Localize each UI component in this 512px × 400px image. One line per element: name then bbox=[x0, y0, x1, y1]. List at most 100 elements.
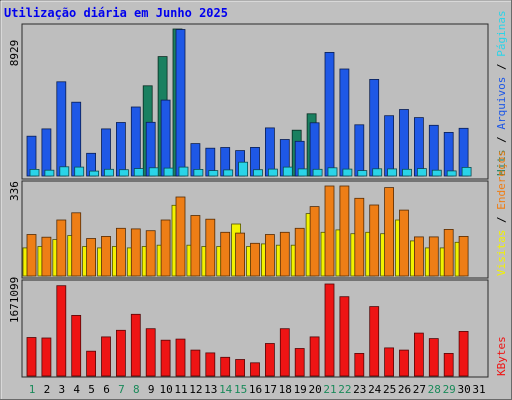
visits-bar-endereos-day-13 bbox=[205, 218, 216, 277]
x-tick-label-day-11: 11 bbox=[174, 383, 187, 396]
visits-bar-endereos-day-22 bbox=[339, 185, 350, 277]
traffic-bar-pginas-day-29 bbox=[446, 170, 457, 177]
traffic-bar-pginas-day-16 bbox=[253, 169, 263, 177]
visits-bar-endereos-day-19 bbox=[294, 227, 305, 277]
x-tick-label-day-24: 24 bbox=[368, 383, 382, 396]
traffic-bar-pginas-day-18 bbox=[282, 166, 293, 177]
x-tick-label-day-31: 31 bbox=[472, 383, 485, 396]
visits-legend: Visitas / Endereços bbox=[495, 150, 508, 276]
x-tick-label-day-14: 14 bbox=[219, 383, 233, 396]
traffic-bar-pginas-day-26 bbox=[402, 168, 412, 177]
visits-bar-endereos-day-20 bbox=[309, 206, 320, 277]
visits-bar-endereos-day-2 bbox=[41, 236, 52, 277]
traffic-bar-arquivos-day-24 bbox=[369, 79, 380, 177]
traffic-bar-pginas-day-14 bbox=[223, 169, 234, 177]
bytes-bar-kbytes-day-15 bbox=[235, 359, 246, 377]
traffic-bar-pginas-day-20 bbox=[312, 168, 323, 177]
bytes-bar-kbytes-day-14 bbox=[220, 356, 231, 377]
visits-bar-endereos-day-27 bbox=[413, 236, 424, 277]
traffic-bar-pginas-day-2 bbox=[44, 169, 55, 177]
x-tick-label-day-8: 8 bbox=[133, 383, 140, 396]
traffic-bar-pginas-day-23 bbox=[357, 170, 368, 177]
traffic-bar-arquivos-day-20 bbox=[309, 122, 320, 177]
x-tick-label-day-12: 12 bbox=[189, 383, 202, 396]
x-tick-label-day-3: 3 bbox=[58, 383, 65, 396]
legend-enderecos: Endereços bbox=[495, 150, 508, 210]
visits-bar-endereos-day-21 bbox=[324, 185, 335, 277]
bytes-bar-kbytes-day-26 bbox=[399, 349, 409, 377]
x-tick-label-day-30: 30 bbox=[457, 383, 470, 396]
x-tick-label-day-5: 5 bbox=[88, 383, 95, 396]
bytes-bar-kbytes-day-8 bbox=[130, 313, 141, 377]
bytes-bar-kbytes-day-9 bbox=[145, 328, 156, 377]
traffic-bar-pginas-day-30 bbox=[461, 166, 472, 177]
bytes-bar-kbytes-day-27 bbox=[413, 332, 424, 377]
traffic-bar-pginas-day-6 bbox=[104, 168, 114, 177]
x-tick-label-day-28: 28 bbox=[428, 383, 441, 396]
visits-bar-endereos-day-24 bbox=[369, 204, 380, 277]
visits-bar-endereos-day-7 bbox=[116, 227, 126, 277]
visits-ymax-label: 336 bbox=[8, 181, 21, 201]
x-tick-label-day-27: 27 bbox=[413, 383, 426, 396]
traffic-bar-arquivos-day-10 bbox=[160, 99, 171, 177]
visits-bar-endereos-day-11 bbox=[175, 196, 186, 277]
visits-bar-endereos-day-1 bbox=[26, 234, 37, 277]
traffic-bar-arquivos-day-21 bbox=[324, 52, 335, 177]
traffic-legend: Hits / Arquivos / Páginas bbox=[495, 10, 508, 176]
x-tick-label-day-23: 23 bbox=[353, 383, 366, 396]
visits-bar-endereos-day-30 bbox=[458, 235, 469, 277]
bytes-bar-kbytes-day-21 bbox=[324, 283, 335, 377]
x-tick-label-day-15: 15 bbox=[234, 383, 247, 396]
visits-bar-endereos-day-28 bbox=[428, 236, 439, 277]
traffic-bar-pginas-day-3 bbox=[59, 166, 70, 177]
traffic-bar-pginas-day-4 bbox=[74, 166, 85, 177]
visits-bar-endereos-day-14 bbox=[220, 231, 231, 277]
visits-bar-endereos-day-5 bbox=[86, 238, 96, 277]
bytes-bar-kbytes-day-30 bbox=[458, 330, 469, 377]
traffic-bar-pginas-day-25 bbox=[387, 168, 398, 177]
traffic-bar-pginas-day-17 bbox=[267, 168, 278, 177]
x-tick-label-day-29: 29 bbox=[443, 383, 456, 396]
visits-bar-endereos-day-4 bbox=[71, 212, 82, 277]
x-tick-label-day-2: 2 bbox=[44, 383, 51, 396]
visits-bar-endereos-day-25 bbox=[384, 187, 395, 277]
x-tick-label-day-26: 26 bbox=[398, 383, 411, 396]
traffic-bar-pginas-day-11 bbox=[178, 166, 189, 177]
traffic-bar-arquivos-day-4 bbox=[71, 101, 82, 177]
visits-bar-endereos-day-15 bbox=[235, 232, 246, 277]
x-tick-label-day-6: 6 bbox=[103, 383, 110, 396]
x-tick-label-day-7: 7 bbox=[118, 383, 125, 396]
traffic-bar-arquivos-day-2 bbox=[41, 128, 52, 177]
traffic-bar-arquivos-day-11 bbox=[175, 29, 186, 177]
x-tick-label-day-9: 9 bbox=[148, 383, 155, 396]
x-tick-label-day-17: 17 bbox=[264, 383, 277, 396]
traffic-ymax-label: 8929 bbox=[8, 40, 21, 67]
bytes-panel bbox=[21, 279, 489, 378]
bytes-bar-kbytes-day-25 bbox=[384, 347, 395, 377]
chart-title: Utilização diária em Junho 2025 bbox=[4, 6, 228, 20]
x-tick-label-day-4: 4 bbox=[73, 383, 80, 396]
x-tick-label-day-16: 16 bbox=[249, 383, 262, 396]
bytes-bar-kbytes-day-7 bbox=[116, 329, 126, 377]
visits-bar-endereos-day-9 bbox=[145, 230, 156, 277]
legend-kbytes: KBytes bbox=[495, 336, 508, 376]
x-axis-labels: 1 2 3 4 5 6 7 8 9 10 11 12 13 14 15 16 17 18 19 20 21 22 23 24 2… bbox=[29, 383, 486, 396]
traffic-bar-pginas-day-9 bbox=[148, 167, 159, 177]
traffic-bar-pginas-day-28 bbox=[431, 169, 442, 177]
bytes-legend: KBytes bbox=[495, 336, 508, 376]
legend-visitas: Visitas bbox=[495, 230, 508, 276]
x-tick-label-day-10: 10 bbox=[159, 383, 172, 396]
bytes-bar-kbytes-day-28 bbox=[428, 338, 439, 377]
bytes-bar-kbytes-day-6 bbox=[101, 336, 111, 377]
traffic-bar-pginas-day-10 bbox=[163, 167, 174, 177]
bytes-bar-kbytes-day-22 bbox=[339, 296, 350, 377]
x-tick-label-day-21: 21 bbox=[323, 383, 336, 396]
visits-bar-endereos-day-29 bbox=[443, 228, 454, 277]
traffic-bar-arquivos-day-8 bbox=[130, 106, 141, 177]
svg-text:Hits / Arquivos / Páginas: Hits / Arquivos / Páginas bbox=[495, 10, 508, 176]
traffic-bar-pginas-day-5 bbox=[89, 170, 99, 177]
x-tick-label-day-18: 18 bbox=[279, 383, 292, 396]
visits-bar-endereos-day-26 bbox=[399, 209, 409, 277]
traffic-bar-arquivos-day-22 bbox=[339, 68, 350, 177]
visits-bar-endereos-day-3 bbox=[56, 219, 67, 277]
